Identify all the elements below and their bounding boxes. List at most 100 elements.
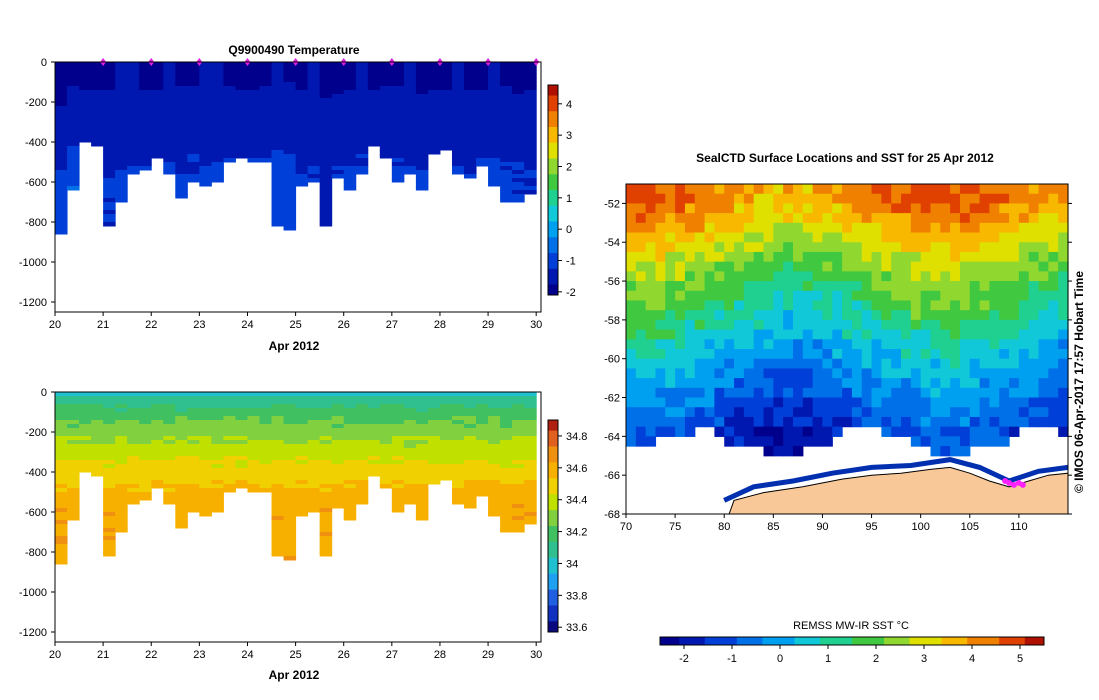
temperature-cell bbox=[283, 210, 297, 215]
salinity-cell bbox=[500, 408, 513, 413]
salinity-cell bbox=[415, 500, 429, 505]
temperature-cell bbox=[512, 70, 525, 75]
colorbar-swatch bbox=[548, 589, 558, 596]
salinity-cell bbox=[427, 392, 441, 397]
sst-cell bbox=[881, 426, 892, 437]
salinity-cell bbox=[524, 460, 537, 465]
temperature-cell bbox=[103, 122, 116, 127]
salinity-cell bbox=[223, 464, 236, 469]
temperature-cell bbox=[415, 162, 429, 167]
salinity-cell bbox=[103, 432, 116, 437]
temperature-cell bbox=[187, 134, 200, 139]
sst-cell bbox=[783, 426, 794, 437]
salinity-cell bbox=[199, 448, 212, 453]
temperature-cell bbox=[259, 122, 273, 127]
sst-cell bbox=[1009, 339, 1020, 350]
temperature-cell bbox=[79, 82, 92, 87]
sst-cell bbox=[861, 397, 873, 408]
salinity-cell bbox=[175, 480, 188, 485]
temperature-cell bbox=[283, 106, 297, 111]
salinity-cell bbox=[343, 444, 357, 449]
salinity-cell bbox=[451, 500, 465, 505]
colorbar-swatch bbox=[916, 637, 923, 645]
temperature-cell bbox=[223, 74, 236, 79]
temperature-cell bbox=[67, 146, 80, 151]
salinity-cell bbox=[451, 484, 465, 489]
temperature-cell bbox=[451, 78, 465, 83]
sst-cell bbox=[802, 407, 814, 418]
sst-cell bbox=[792, 446, 804, 457]
sst-cell bbox=[1058, 242, 1069, 253]
temperature-cell bbox=[187, 86, 200, 91]
colorbar-swatch bbox=[890, 637, 898, 645]
salinity-cell bbox=[283, 528, 297, 533]
temperature-cell bbox=[439, 114, 453, 119]
salinity-cell bbox=[175, 424, 188, 429]
salinity-cell bbox=[55, 472, 68, 477]
temperature-cell bbox=[55, 226, 68, 231]
salinity-cell bbox=[415, 408, 429, 413]
temperature-cell bbox=[331, 130, 345, 135]
colorbar-swatch bbox=[864, 637, 872, 645]
sst-cell bbox=[753, 290, 765, 302]
salinity-cell bbox=[391, 440, 405, 445]
temperature-cell bbox=[451, 138, 465, 143]
temperature-cell bbox=[139, 66, 152, 71]
sst-cell bbox=[969, 387, 981, 399]
salinity-cell bbox=[163, 440, 176, 445]
temperature-cell bbox=[355, 114, 369, 119]
sst-cell bbox=[734, 290, 745, 302]
salinity-cell bbox=[391, 456, 405, 461]
salinity-cell bbox=[415, 392, 429, 397]
temperature-cell bbox=[211, 106, 224, 111]
sst-cell bbox=[714, 193, 725, 205]
sst-cell bbox=[783, 271, 794, 282]
temperature-cell bbox=[295, 178, 309, 183]
sst-cell bbox=[1018, 193, 1030, 205]
temperature-cell bbox=[163, 134, 176, 139]
temperature-cell bbox=[67, 114, 80, 119]
temperature-cell bbox=[391, 134, 405, 139]
salinity-cell bbox=[211, 456, 224, 461]
sst-cell bbox=[959, 251, 971, 263]
temperature-cell bbox=[91, 142, 104, 147]
sst-cell bbox=[930, 222, 941, 234]
temperature-cell bbox=[67, 178, 80, 183]
salinity-cell bbox=[319, 448, 333, 453]
temperature-cell bbox=[403, 154, 417, 159]
sst-cell bbox=[940, 446, 951, 457]
colorbar-swatch bbox=[807, 637, 815, 645]
sst-cell bbox=[665, 271, 676, 282]
sst-cell bbox=[812, 271, 824, 282]
colorbar-swatch bbox=[832, 637, 840, 645]
sst-cell bbox=[950, 446, 961, 457]
salinity-cell bbox=[187, 464, 200, 469]
salinity-cell bbox=[512, 404, 525, 409]
salinity-cell bbox=[247, 476, 261, 481]
temperature-cell bbox=[175, 154, 188, 159]
salinity-cell bbox=[343, 476, 357, 481]
temperature-cell bbox=[524, 114, 537, 119]
sst-cell bbox=[675, 339, 686, 350]
salinity-cell bbox=[223, 416, 236, 421]
temperature-cell bbox=[175, 118, 188, 123]
temperature-cell bbox=[427, 138, 441, 143]
salinity-cell bbox=[175, 496, 188, 501]
temperature-cell bbox=[235, 94, 248, 99]
temperature-cell bbox=[271, 130, 285, 135]
temperature-cell bbox=[139, 122, 152, 127]
salinity-cell bbox=[283, 504, 297, 509]
temperature-cell bbox=[163, 82, 176, 87]
salinity-cell bbox=[355, 448, 369, 453]
salinity-cell bbox=[343, 408, 357, 413]
salinity-cell bbox=[55, 420, 68, 425]
temperature-cell bbox=[163, 122, 176, 127]
sst-cell bbox=[959, 203, 971, 214]
salinity-cell bbox=[115, 440, 128, 445]
colorbar-swatch bbox=[548, 626, 558, 633]
salinity-cell bbox=[283, 440, 297, 445]
sst-cell bbox=[675, 184, 686, 195]
salinity-cell bbox=[211, 404, 224, 409]
temperature-cell bbox=[319, 122, 333, 127]
sst-cell bbox=[665, 378, 676, 389]
